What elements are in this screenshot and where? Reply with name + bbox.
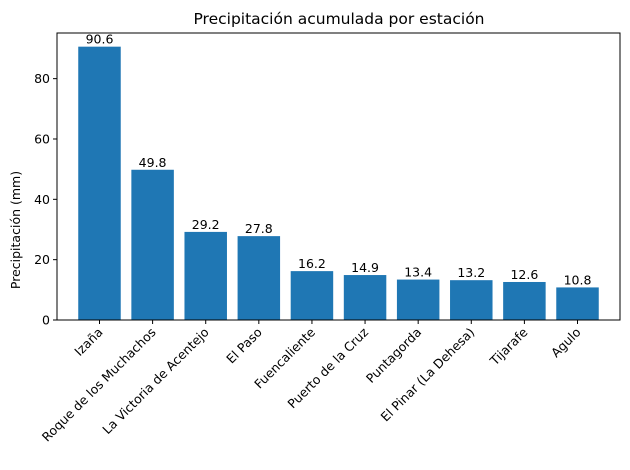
x-tick-label: Agulo bbox=[548, 325, 584, 361]
bar-4 bbox=[290, 271, 334, 320]
bar-value-label: 29.2 bbox=[192, 217, 220, 232]
y-tick-label: 60 bbox=[34, 131, 50, 146]
bar-1 bbox=[131, 169, 174, 320]
bar-value-label: 49.8 bbox=[139, 155, 167, 170]
x-tick-label: Izaña bbox=[71, 325, 105, 359]
y-tick-label: 0 bbox=[42, 313, 50, 328]
y-axis-ticks: 0 20 40 60 80 bbox=[34, 71, 57, 328]
bars-group bbox=[78, 46, 599, 321]
bar-value-label: 12.6 bbox=[510, 267, 538, 282]
bar-value-label: 90.6 bbox=[86, 32, 114, 47]
bar-9 bbox=[556, 287, 599, 320]
bar-5 bbox=[343, 275, 387, 320]
y-tick-label: 80 bbox=[34, 71, 50, 86]
data-labels-group: 90.6 49.8 29.2 27.8 16.2 14.9 13.4 13.2 12.6 10.8 bbox=[86, 32, 592, 288]
bar-value-label: 13.2 bbox=[457, 265, 485, 280]
bar-8 bbox=[503, 281, 546, 320]
bar-value-label: 13.4 bbox=[404, 265, 432, 280]
bar-value-label: 16.2 bbox=[298, 256, 326, 271]
bar-3 bbox=[237, 236, 281, 320]
x-tick-label: La Victoria de Acentejo bbox=[99, 325, 212, 438]
bar-value-label: 10.8 bbox=[564, 272, 592, 287]
chart-title: Precipitación acumulada por estación bbox=[193, 10, 484, 28]
bar-6 bbox=[396, 279, 440, 320]
x-tick-label: Tijarafe bbox=[486, 324, 531, 369]
x-tick-label: El Paso bbox=[223, 325, 265, 367]
y-tick-label: 40 bbox=[34, 192, 50, 207]
bar-2 bbox=[184, 231, 227, 320]
y-axis-label: Precipitación (mm) bbox=[8, 171, 23, 289]
bar-value-label: 14.9 bbox=[351, 260, 379, 275]
x-tick-label: El Pinar (La Dehesa) bbox=[378, 325, 478, 425]
plot-frame bbox=[56, 32, 621, 321]
bar-value-label: 27.8 bbox=[245, 221, 273, 236]
y-tick-label: 20 bbox=[34, 252, 50, 267]
bar-7 bbox=[450, 280, 493, 320]
bar-0 bbox=[78, 46, 121, 321]
